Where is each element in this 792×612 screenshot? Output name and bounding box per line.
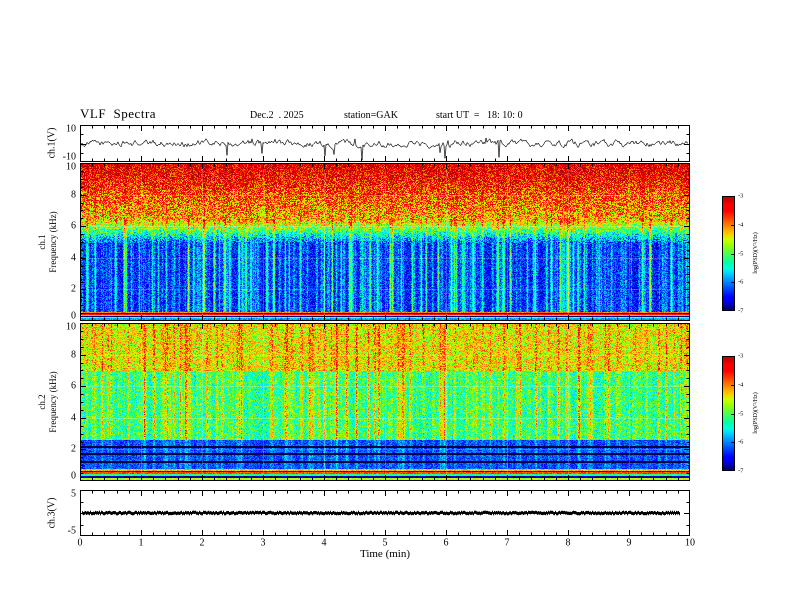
ch2-frequency-axis-label-line1: ch.2 [37,394,47,410]
tick-label: -3 [738,352,744,360]
tick-label: -4 [738,221,744,229]
tick-label: 3 [260,537,266,549]
tick-label: 8 [71,189,76,201]
tick-label: -7 [738,467,744,475]
tick-label: 9 [626,537,632,549]
tick-label: 8 [71,349,76,361]
tick-label: -6 [738,278,744,286]
tick-label: 0 [71,470,76,482]
header-start-ut: start UT = 18: 10: 0 [436,110,523,121]
tick-label: 6 [71,220,76,232]
colorbar-1-label: log(PSD)(V²/Hz) [753,232,759,274]
ch2-frequency-axis-label-line2: Frequency (kHz) [48,371,58,433]
tick-label: 10 [685,537,695,549]
tick-label: 5 [382,537,388,549]
tick-label: 10 [66,321,76,333]
ch1-voltage-axis-label: ch.1(V) [46,127,58,159]
colorbar-1 [722,196,735,311]
tick-label: 4 [71,412,76,424]
tick-label: 6 [71,380,76,392]
tick-label: 10 [66,161,76,173]
time-axis-label: Time (min) [359,548,411,560]
colorbar-2-label: log(PSD)(V²/Hz) [753,392,759,434]
tick-label: 4 [321,537,327,549]
ch1-waveform-plot [80,125,690,162]
header-station: station=GAK [344,110,398,121]
ch3-voltage-axis-label: ch.3(V) [46,497,58,529]
tick-label: 8 [565,537,571,549]
tick-label: 2 [71,283,76,295]
figure-title: VLF Spectra [80,106,157,121]
tick-label: 10 [66,123,76,135]
header-date: Dec.2 . 2025 [250,110,304,121]
ch2-frequency-axis-label: ch.2 Frequency (kHz) [37,371,59,432]
ch1-frequency-axis-label-line2: Frequency (kHz) [48,211,58,273]
tick-label: 1 [138,537,144,549]
tick-label: -4 [738,381,744,389]
tick-label: 6 [443,537,449,549]
tick-label: 4 [71,252,76,264]
tick-label: -7 [738,307,744,315]
tick-label: -5 [738,250,744,257]
ch1-frequency-axis-label: ch.1 Frequency (kHz) [37,211,59,272]
tick-label: 2 [199,537,205,549]
tick-label: 7 [504,537,510,549]
ch1-frequency-axis-label-line1: ch.1 [37,234,47,250]
tick-label: -5 [738,410,744,417]
ch3-waveform-plot [80,490,690,536]
tick-label: 0 [71,310,76,322]
tick-label: 2 [71,443,76,455]
tick-label: 0 [77,537,83,549]
ch2-spectrogram [80,323,690,481]
colorbar-2 [722,356,735,471]
ch1-spectrogram [80,163,690,321]
tick-label: -10 [62,151,76,163]
tick-label: -3 [738,192,744,200]
tick-label: -6 [738,438,744,446]
tick-label: 5 [71,488,76,500]
tick-label: -5 [67,525,76,537]
